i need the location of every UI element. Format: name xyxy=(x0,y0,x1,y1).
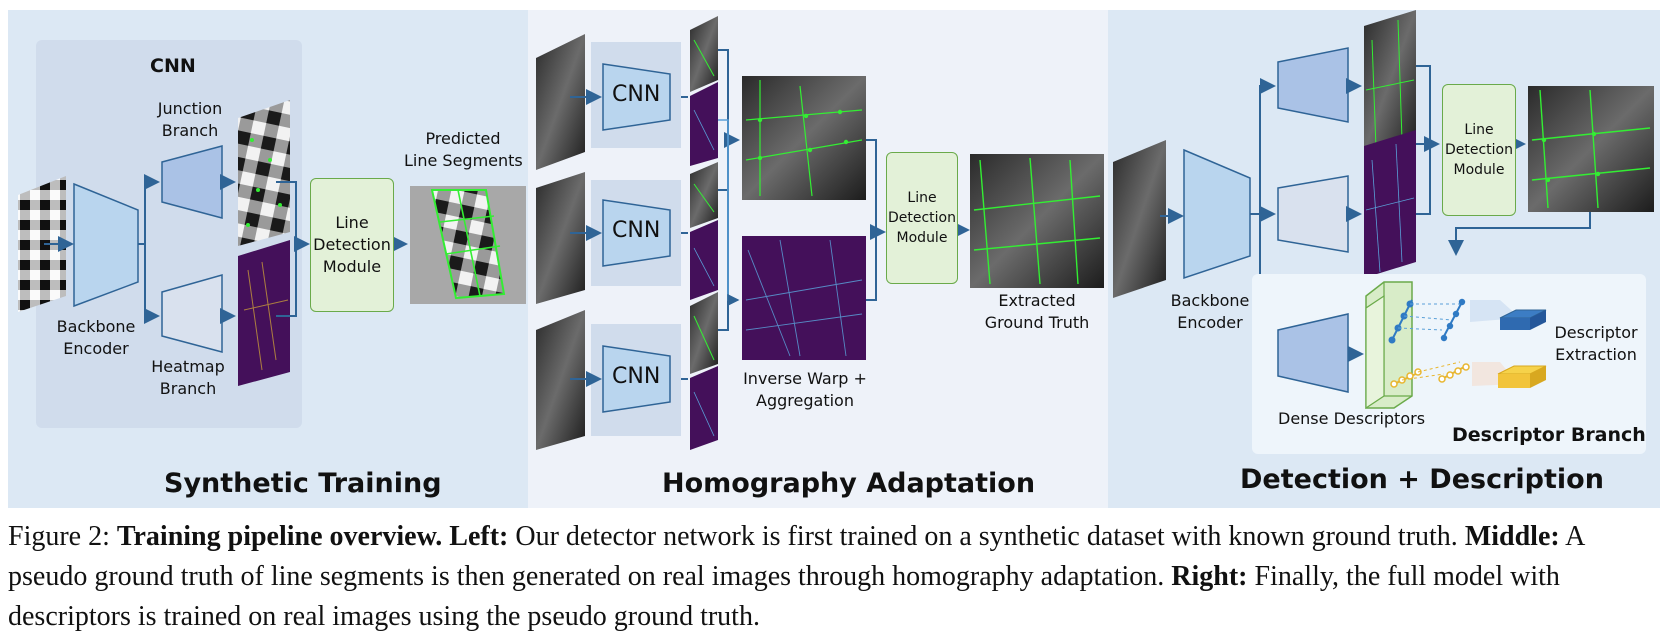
descriptor-branch-shape xyxy=(1277,313,1349,393)
right-heatmap-branch-shape xyxy=(1277,175,1349,253)
caption-middle-text: A pseudo ground truth of line segments i… xyxy=(8,521,1584,592)
right-junction-branch-shape xyxy=(1277,47,1349,123)
cnn-label-2: CNN xyxy=(612,218,661,243)
aggregated-junction-image xyxy=(742,76,866,200)
extracted-ground-truth-image xyxy=(970,154,1104,288)
caption-left-text: Our detector network is first trained on… xyxy=(508,521,1465,552)
junction-branch-label: Junction Branch xyxy=(157,99,223,140)
junction-output-image xyxy=(238,100,290,246)
line-detection-module-middle: Line Detection Module xyxy=(886,152,958,284)
warped-image-3 xyxy=(536,310,585,450)
cnn-container xyxy=(36,40,302,428)
right-backbone-encoder-shape xyxy=(1183,148,1251,280)
caption-bold-title: Training pipeline overview. xyxy=(116,521,443,552)
extracted-ground-truth-label: Extracted Ground Truth xyxy=(984,291,1090,332)
caption-middle-label: Middle: xyxy=(1464,521,1560,552)
junction-branch-shape xyxy=(161,145,223,219)
heatmap-output-image xyxy=(238,240,290,386)
detection-description-title: Detection + Description xyxy=(1240,464,1604,495)
line-detection-module-left: Line Detection Module xyxy=(310,178,394,312)
cnn-label-1: CNN xyxy=(612,82,661,107)
real-input-image xyxy=(1113,140,1166,298)
descriptor-branch-title: Descriptor Branch xyxy=(1452,424,1646,446)
cnn-label-3: CNN xyxy=(612,364,661,389)
aggregated-heatmap-image xyxy=(742,236,866,360)
synthetic-training-title: Synthetic Training xyxy=(164,468,442,499)
yellow-line-descriptors xyxy=(1390,361,1547,388)
predicted-line-segments-label: Predicted Line Segments xyxy=(404,129,523,170)
warped-image-2 xyxy=(536,172,585,304)
figure-caption: Figure 2: Training pipeline overview. Le… xyxy=(8,517,1663,637)
warped-image-1 xyxy=(536,34,585,170)
heatmap-branch-shape xyxy=(161,274,223,353)
caption-right-text: Finally, the full model with descriptors… xyxy=(8,561,1560,632)
blue-line-descriptors xyxy=(1388,298,1547,344)
backbone-encoder-label: Backbone Encoder xyxy=(56,317,136,358)
homography-adaptation-title: Homography Adaptation xyxy=(662,468,1036,499)
backbone-encoder-shape xyxy=(73,182,139,308)
cnn-title: CNN xyxy=(150,55,196,77)
dense-descriptors-label: Dense Descriptors xyxy=(1278,409,1426,428)
caption-figure-label: Figure 2: xyxy=(8,521,117,552)
right-backbone-encoder-label: Backbone Encoder xyxy=(1170,291,1250,332)
heatmap-branch-label: Heatmap Branch xyxy=(151,357,225,398)
line-detection-module-right: Line Detection Module xyxy=(1442,84,1516,216)
synthetic-input-image xyxy=(18,176,66,312)
right-junction-output xyxy=(1364,10,1416,152)
descriptor-extraction-label: Descriptor Extraction xyxy=(1554,323,1638,364)
descriptor-branch-region xyxy=(1252,274,1646,454)
inverse-warp-label: Inverse Warp + Aggregation xyxy=(743,369,867,410)
caption-right-label: Right: xyxy=(1171,561,1248,592)
caption-left-label: Left: xyxy=(449,521,509,552)
